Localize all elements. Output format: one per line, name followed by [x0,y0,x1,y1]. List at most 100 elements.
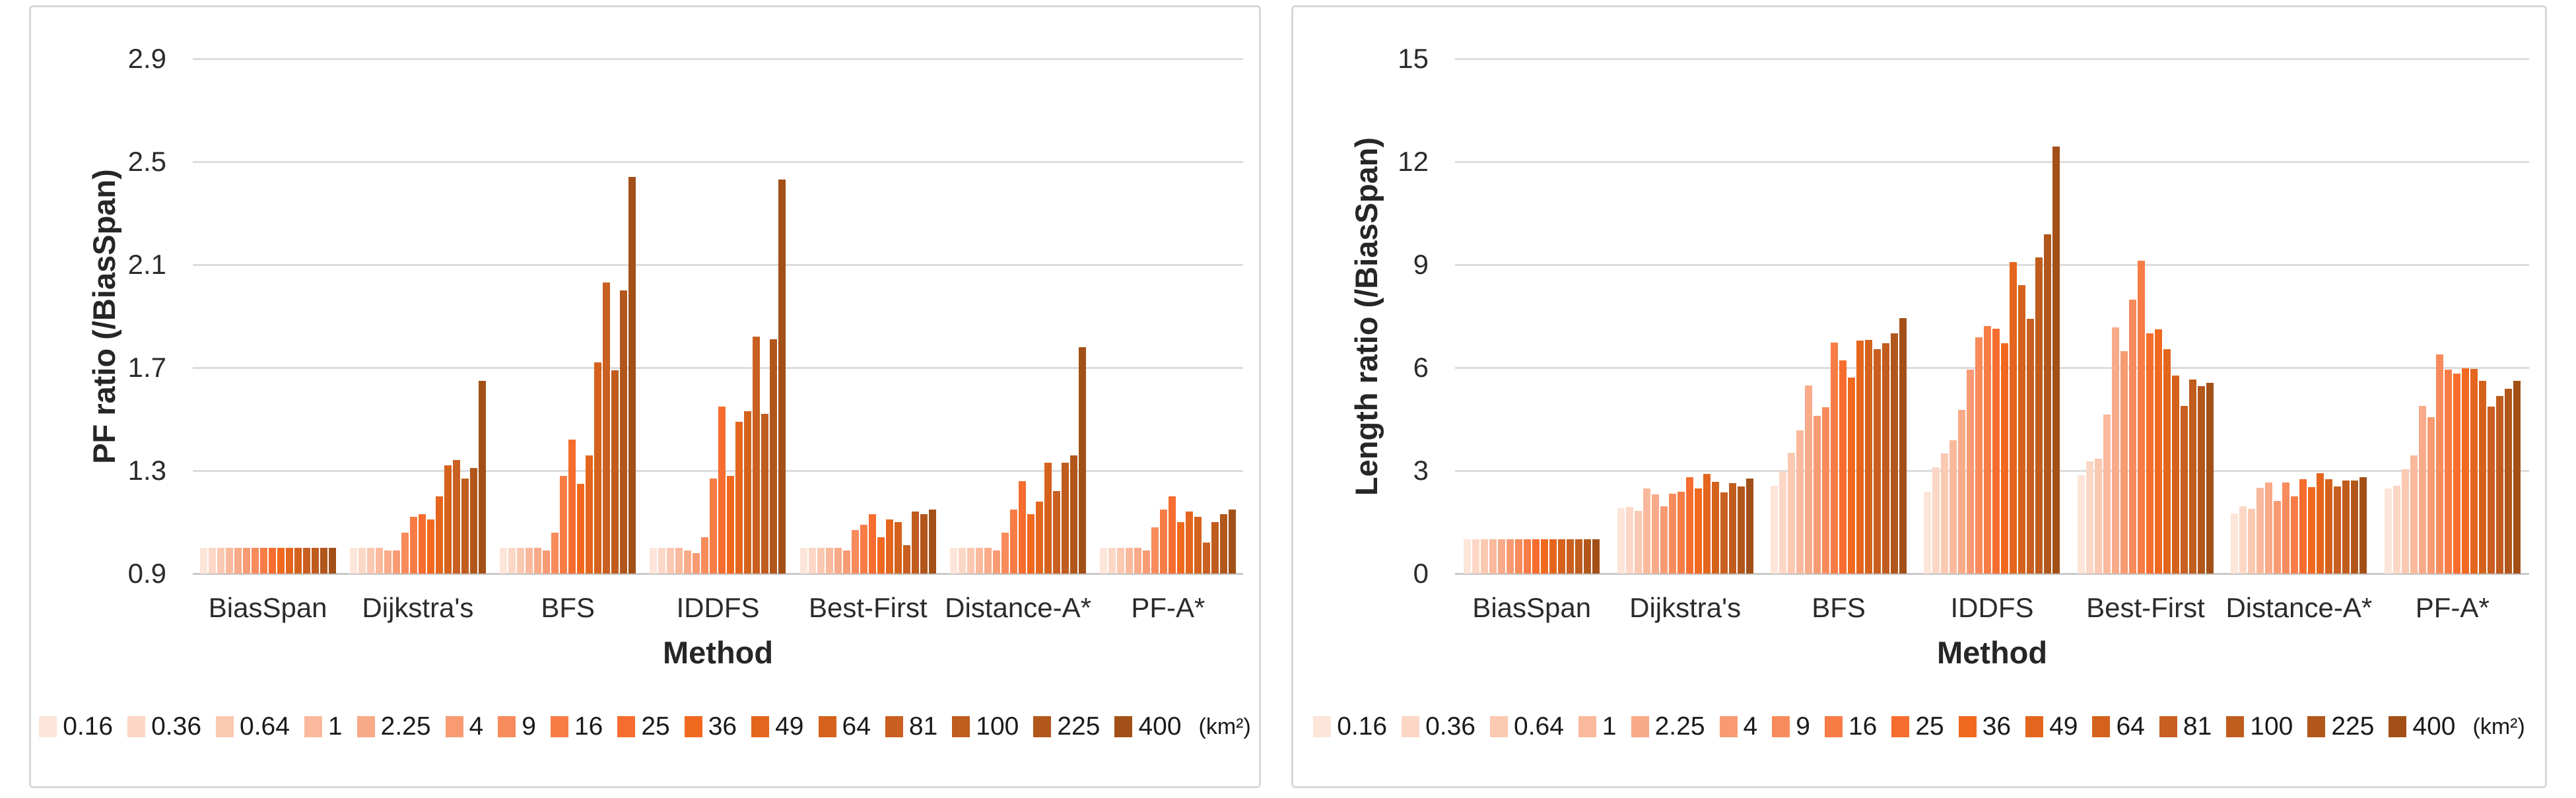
gridline [193,366,1243,369]
category-label: Dijkstra's [362,592,474,623]
category-label: PF-A* [2415,592,2490,623]
legend-label: 81 [2183,712,2212,741]
legend-label: 49 [2049,712,2078,741]
bar-dijkstra-s-49 [435,496,443,574]
legend-item-100: 100 [2226,712,2293,741]
bar-distance-a--400 [2359,477,2367,574]
x-axis-line [193,572,1243,575]
bar-biasspan-64 [294,548,302,574]
bar-pf-a--49 [2470,369,2478,574]
bar-pf-a--25 [1169,496,1176,574]
legend-swatch [617,716,636,737]
bar-distance-a--0.64 [967,548,975,574]
bar-group-distance-a- [2222,59,2375,574]
legend-swatch [1891,716,1910,737]
y-tick-label: 2.9 [127,43,166,74]
bar-distance-a--36 [2308,486,2316,574]
gridline [1455,160,2529,163]
legend-item-2.25: 2.25 [1631,712,1705,741]
bar-dijkstra-s-2.25 [1651,494,1659,574]
bar-bfs-4 [1813,415,1821,574]
bar-dijkstra-s-225 [1737,486,1745,574]
gridline [193,57,1243,60]
legend-swatch [2159,716,2177,737]
bar-dijkstra-s-36 [426,519,434,574]
bar-pf-a--1 [1126,548,1134,574]
bar-biasspan-0.16 [1464,539,1472,574]
legend-item-400: 400 [2389,712,2456,741]
bar-dijkstra-s-100 [461,478,469,574]
legend-swatch [498,716,516,737]
y-tick-label: 0 [1413,558,1429,589]
bar-best-first-2.25 [834,548,842,574]
legend-swatch [885,716,903,737]
bar-group-biasspan [1455,59,1608,574]
bar-best-first-100 [911,512,919,574]
bar-bfs-16 [1831,342,1839,574]
bar-pf-a--81 [2487,407,2495,574]
bar-distance-a--81 [2334,486,2342,574]
bar-distance-a--9 [2282,482,2290,574]
bar-iddfs-0.64 [1941,453,1949,574]
legend-label: 0.64 [240,712,290,741]
category-label: Best-First [808,592,928,623]
bar-dijkstra-s-9 [401,532,409,574]
legend-label: 2.25 [1654,712,1705,741]
bar-iddfs-9 [701,537,709,574]
bar-best-first-25 [2146,333,2153,574]
category-label: IDDFS [676,592,760,623]
bar-iddfs-36 [727,475,735,574]
y-tick-label: 1.3 [127,455,166,486]
legend-label: 0.36 [1425,712,1475,741]
bar-dijkstra-s-49 [1703,473,1711,574]
bar-iddfs-36 [2001,343,2009,574]
legend-label: 4 [1743,712,1758,741]
legend-label: 100 [2250,712,2293,741]
bar-pf-a--36 [2461,368,2469,574]
bar-bfs-25 [1839,360,1847,574]
bar-pf-a--9 [2435,354,2443,574]
bar-group-iddfs [643,59,793,574]
category-label: BFS [1812,592,1866,623]
legend-unit-label: (km²) [1198,714,1251,739]
gridline [1455,57,2529,60]
legend-item-2.25: 2.25 [356,712,431,741]
legend-swatch [1719,716,1738,737]
bar-best-first-0.64 [2094,459,2102,574]
bar-best-first-400 [2206,383,2214,574]
bar-dijkstra-s-100 [1728,482,1736,574]
legend: 0.16 0.36 0.64 1 2.25 4 9 16 25 36 49 64 81 100 225 400… [39,712,1251,741]
category-label: BiasSpan [208,592,327,623]
bar-bfs-1 [1796,430,1804,574]
legend-swatch [550,716,568,737]
bar-iddfs-64 [744,411,752,574]
bar-pf-a--225 [2504,388,2512,574]
y-axis-title: Length ratio (/BiasSpan) [1348,137,1384,496]
category-label: Distance-A* [2225,592,2373,623]
bar-bfs-25 [568,440,576,574]
bar-biasspan-400 [1592,539,1600,574]
bar-distance-a--100 [2342,480,2350,574]
bar-pf-a--0.36 [1108,548,1116,574]
bar-pf-a--9 [1151,527,1159,574]
x-axis-line [1455,572,2529,575]
bar-biasspan-2.25 [1498,539,1506,574]
bar-biasspan-81 [302,548,310,574]
bar-iddfs-0.16 [650,548,658,574]
bar-biasspan-81 [1567,539,1575,574]
bar-pf-a--400 [2513,380,2521,574]
bar-pf-a--64 [1194,517,1202,574]
bar-bfs-49 [1856,340,1864,574]
bar-bfs-36 [577,483,585,574]
bar-dijkstra-s-0.36 [358,548,366,574]
bar-bfs-100 [1882,343,1890,574]
gridline [193,160,1243,163]
bar-bfs-49 [586,455,593,574]
legend-swatch [2092,716,2111,737]
bar-biasspan-16 [1524,539,1532,574]
legend-item-9: 9 [1772,712,1810,741]
y-tick-label: 9 [1413,249,1429,280]
bar-pf-a--0.64 [1117,548,1125,574]
bar-pf-a--81 [1203,543,1211,574]
legend-item-100: 100 [952,712,1019,741]
